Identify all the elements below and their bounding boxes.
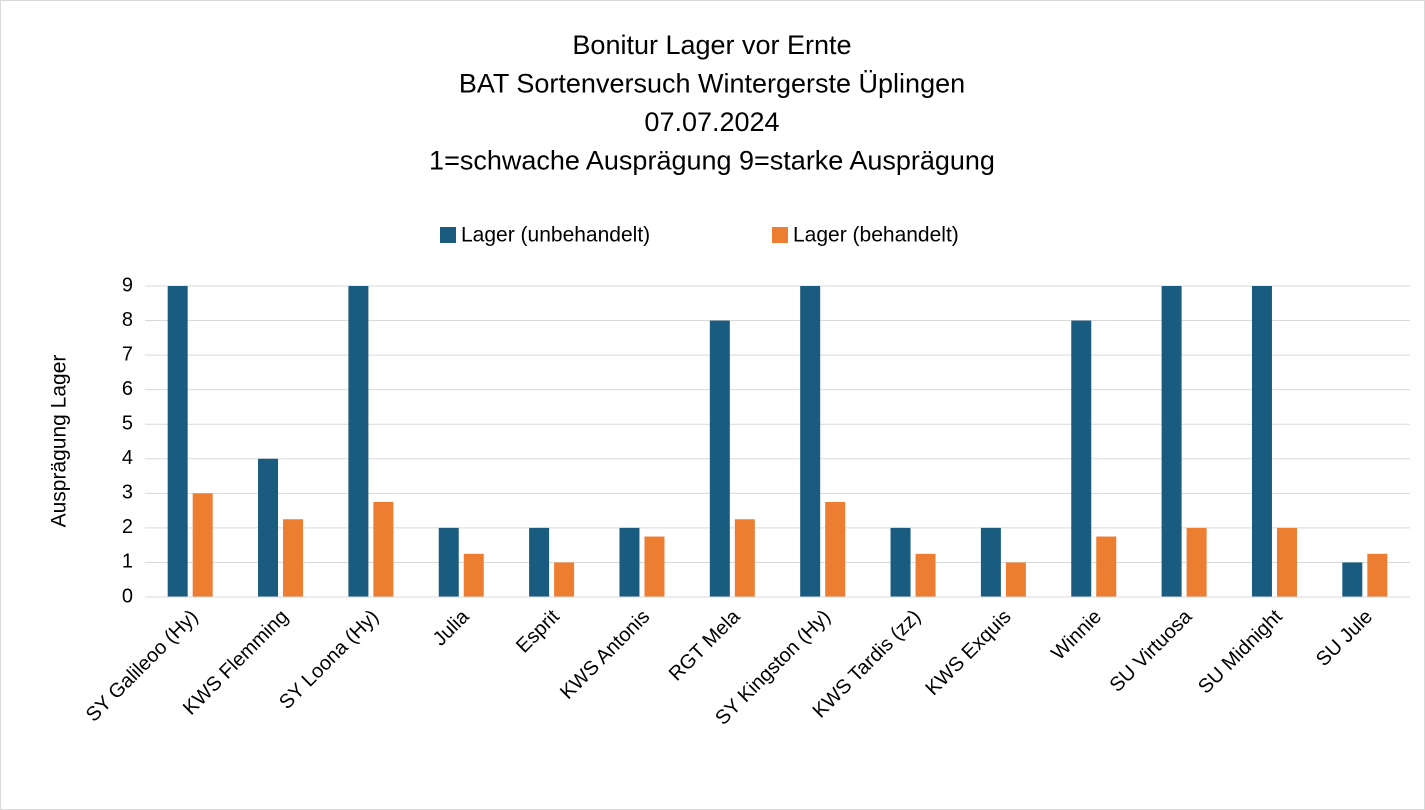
chart-title: BAT Sortenversuch Wintergerste Üplingen (459, 69, 965, 99)
bar (1096, 536, 1117, 597)
legend-swatch (772, 227, 788, 243)
bar (619, 527, 640, 597)
bar (1367, 553, 1388, 597)
bar (1251, 286, 1272, 597)
bar (1071, 320, 1092, 597)
bar (192, 493, 213, 597)
y-axis-label: Ausprägung Lager (48, 355, 71, 528)
y-tick-label: 5 (122, 413, 133, 435)
bar (554, 562, 575, 597)
bar (373, 501, 394, 597)
legend-label: Lager (behandelt) (793, 224, 959, 247)
bar (348, 286, 369, 597)
bar (1161, 286, 1182, 597)
chart-title: 1=schwache Ausprägung 9=starke Ausprägun… (429, 146, 995, 176)
bar (709, 320, 730, 597)
y-tick-label: 3 (122, 482, 133, 504)
chart-title: 07.07.2024 (644, 107, 779, 137)
bar (283, 519, 304, 597)
bar (1005, 562, 1026, 597)
bar (734, 519, 755, 597)
bar (463, 553, 484, 597)
y-tick-label: 6 (122, 378, 133, 400)
bar (258, 458, 279, 597)
legend-swatch (440, 227, 456, 243)
bar (800, 286, 821, 597)
bar (438, 527, 459, 597)
legend-label: Lager (unbehandelt) (461, 224, 650, 247)
y-tick-label: 0 (122, 585, 133, 607)
bar (529, 527, 550, 597)
bar (915, 553, 936, 597)
bar (644, 536, 665, 597)
bar (1276, 527, 1297, 597)
bar (825, 501, 846, 597)
bar (167, 286, 188, 597)
y-tick-label: 1 (122, 551, 133, 573)
chart-title: Bonitur Lager vor Ernte (572, 30, 851, 60)
bar (1186, 527, 1207, 597)
y-tick-label: 2 (122, 516, 133, 538)
bar (980, 527, 1001, 597)
bar (890, 527, 911, 597)
y-tick-label: 8 (122, 309, 133, 331)
bar (1342, 562, 1363, 597)
y-tick-label: 7 (122, 343, 133, 365)
y-tick-label: 9 (122, 274, 133, 296)
y-tick-label: 4 (122, 447, 133, 469)
